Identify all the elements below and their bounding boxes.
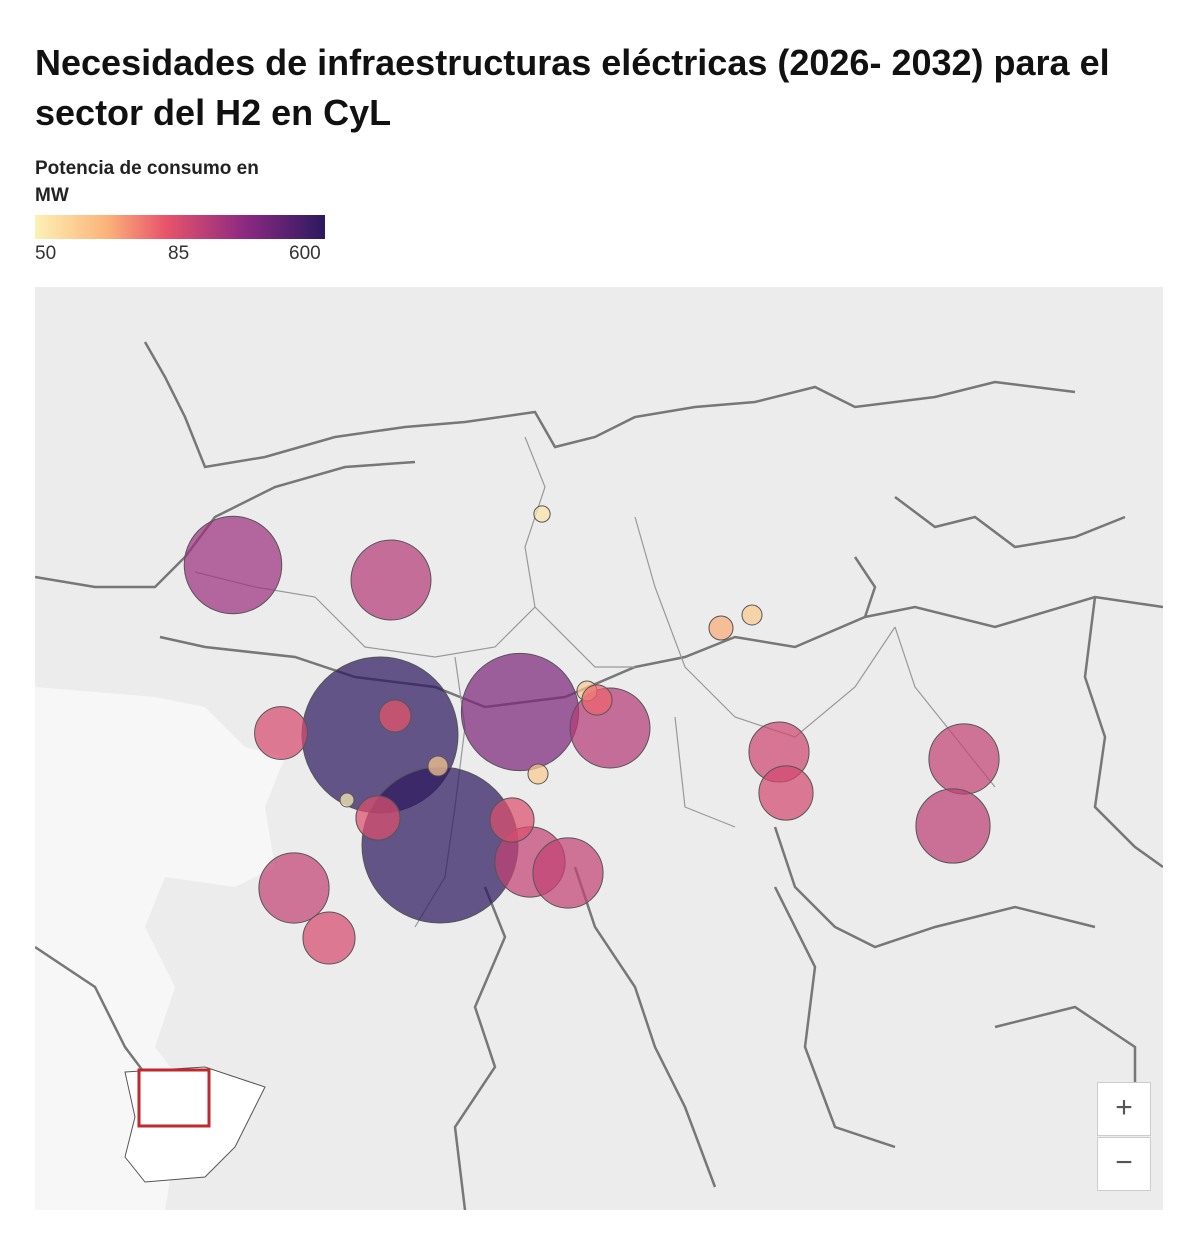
map — [35, 287, 1163, 1210]
bubble[interactable] — [915, 788, 991, 864]
legend-tick: 50 — [35, 243, 57, 264]
bubble[interactable] — [708, 615, 734, 641]
bubble[interactable] — [758, 765, 814, 821]
bubble[interactable] — [581, 684, 613, 716]
bubble[interactable] — [533, 505, 551, 523]
bubble[interactable] — [302, 911, 356, 965]
region-borders — [35, 341, 1163, 1210]
inset-map — [124, 1066, 266, 1183]
bubble[interactable] — [460, 652, 580, 772]
bubble[interactable] — [361, 766, 519, 924]
legend-tick: 85 — [168, 243, 190, 264]
legend-tick: 600 — [289, 243, 321, 264]
bubble[interactable] — [350, 539, 432, 621]
zoom-out-button[interactable]: − — [1097, 1137, 1151, 1191]
portugal — [35, 687, 285, 1210]
bubble[interactable] — [532, 837, 604, 909]
bubble[interactable] — [258, 852, 330, 924]
bubble[interactable] — [355, 795, 401, 841]
legend-title: Potencia de consumo en MW — [35, 158, 259, 206]
bubble[interactable] — [928, 723, 1000, 795]
bubble[interactable] — [254, 706, 308, 760]
bubble[interactable] — [741, 604, 763, 626]
bubble[interactable] — [339, 792, 355, 808]
bubble[interactable] — [489, 797, 535, 843]
zoom-in-button[interactable]: + — [1097, 1082, 1151, 1136]
bubble[interactable] — [378, 699, 412, 733]
bubbles — [183, 505, 1000, 965]
bubble[interactable] — [427, 755, 449, 777]
title: Necesidades de infraestructuras eléctric… — [35, 42, 1110, 133]
bubble[interactable] — [183, 515, 283, 615]
bubble[interactable] — [527, 763, 549, 785]
legend-gradient — [35, 215, 325, 239]
